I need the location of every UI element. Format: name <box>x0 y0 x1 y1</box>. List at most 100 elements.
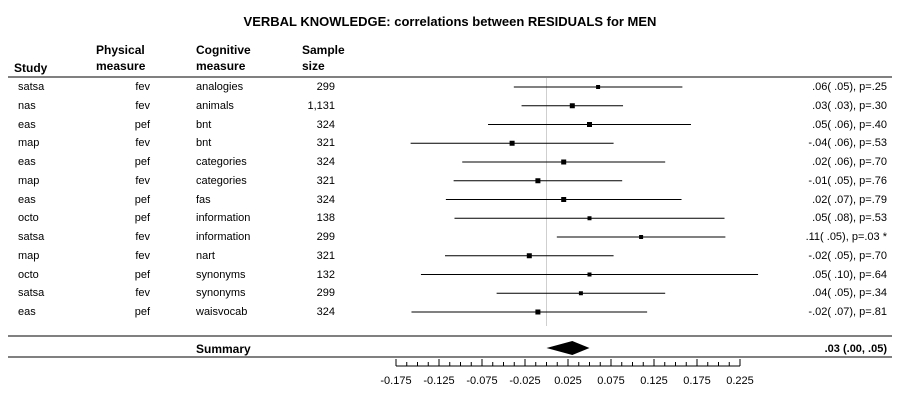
header-sample-line-1: Sample <box>302 43 345 57</box>
point-estimate <box>561 197 567 202</box>
estimate-cell: .06( .05), p=.25 <box>812 81 887 93</box>
x-tick-label: 0.175 <box>683 375 711 387</box>
estimate-cell: .11( .05), p=.03 * <box>805 231 887 243</box>
cognitive-cell: synonyms <box>196 268 246 281</box>
cognitive-cell: waisvocab <box>196 306 248 318</box>
estimate-cell: -.02( .05), p=.70 <box>808 249 887 262</box>
header-physical: Physical measure <box>96 42 145 74</box>
summary-diamond <box>546 341 590 355</box>
study-cell: map <box>18 249 40 262</box>
header-study-line: Study <box>14 61 48 75</box>
physical-cell: fev <box>135 81 150 93</box>
sample-size-cell: 324 <box>316 306 335 318</box>
estimate-cell: .04( .05), p=.34 <box>812 287 887 300</box>
point-estimate <box>639 235 644 239</box>
x-tick-label: 0.025 <box>554 375 582 387</box>
study-cell: map <box>18 174 40 187</box>
estimate-cell: .03( .03), p=.30 <box>812 99 887 112</box>
study-cell: eas <box>18 118 36 131</box>
estimate-cell: .05( .08), p=.53 <box>812 212 887 225</box>
physical-cell: pef <box>134 306 150 318</box>
point-estimate <box>535 309 541 315</box>
cognitive-cell: bnt <box>196 137 212 150</box>
x-tick-label: -0.075 <box>466 375 497 387</box>
x-tick-label: 0.075 <box>597 375 625 387</box>
estimate-cell: .05( .10), p=.64 <box>812 268 887 281</box>
sample-size-cell: 299 <box>316 81 335 93</box>
study-cell: map <box>18 137 40 150</box>
summary-stat: .03 (.00, .05) <box>824 343 887 355</box>
summary-label: Summary <box>196 342 251 356</box>
cognitive-cell: synonyms <box>196 287 246 300</box>
sample-size-cell: 324 <box>316 156 335 168</box>
x-tick-label: -0.175 <box>380 375 411 387</box>
study-cell: satsa <box>18 81 45 93</box>
study-cell: eas <box>18 306 36 318</box>
study-cell: eas <box>18 193 36 206</box>
header-cognitive-line-2: measure <box>196 59 246 73</box>
estimate-cell: .02( .06), p=.70 <box>812 156 887 168</box>
sample-size-cell: 299 <box>316 231 335 243</box>
physical-cell: fev <box>135 249 150 262</box>
estimate-cell: -.01( .05), p=.76 <box>808 174 887 187</box>
x-tick-label: -0.025 <box>509 375 540 387</box>
cognitive-cell: fas <box>196 193 211 206</box>
estimate-cell: .02( .07), p=.79 <box>812 193 887 206</box>
sample-size-cell: 324 <box>316 193 335 206</box>
sample-size-cell: 1,131 <box>307 99 335 112</box>
cognitive-cell: information <box>196 231 251 243</box>
estimate-cell: -.02( .07), p=.81 <box>808 306 887 318</box>
sample-size-cell: 138 <box>316 212 335 225</box>
point-estimate <box>587 272 592 277</box>
estimate-cell: -.04( .06), p=.53 <box>808 137 887 150</box>
x-tick-label: 0.125 <box>640 375 668 387</box>
study-cell: nas <box>18 99 36 112</box>
study-cell: octo <box>18 212 39 225</box>
estimate-cell: .05( .06), p=.40 <box>812 118 887 131</box>
header-physical-line-1: Physical <box>96 43 145 57</box>
physical-cell: fev <box>135 231 150 243</box>
physical-cell: fev <box>135 137 150 150</box>
study-cell: eas <box>18 156 36 168</box>
point-estimate <box>587 122 592 127</box>
sample-size-cell: 321 <box>316 137 335 150</box>
header-study: Study <box>14 60 47 76</box>
cognitive-cell: categories <box>196 174 247 187</box>
physical-cell: pef <box>134 118 150 131</box>
physical-cell: fev <box>135 287 150 300</box>
physical-cell: pef <box>134 193 150 206</box>
cognitive-cell: categories <box>196 156 247 168</box>
physical-cell: fev <box>135 174 150 187</box>
study-cell: octo <box>18 268 39 281</box>
cognitive-cell: analogies <box>196 81 244 93</box>
study-cell: satsa <box>18 287 45 300</box>
sample-size-cell: 324 <box>316 118 335 131</box>
point-estimate <box>569 103 575 109</box>
point-estimate <box>509 140 515 146</box>
point-estimate <box>535 178 541 184</box>
header-sample-line-2: size <box>302 59 325 73</box>
cognitive-cell: bnt <box>196 118 212 131</box>
chart-title: VERBAL KNOWLEDGE: correlations between R… <box>243 14 657 29</box>
cognitive-cell: animals <box>196 99 234 112</box>
cognitive-cell: information <box>196 212 251 225</box>
sample-size-cell: 321 <box>316 249 335 262</box>
x-tick-label: 0.225 <box>726 375 754 387</box>
sample-size-cell: 299 <box>316 287 335 300</box>
point-estimate <box>526 253 532 259</box>
point-estimate <box>596 85 601 89</box>
header-sample-size: Sample size <box>302 42 345 74</box>
point-estimate <box>587 216 592 221</box>
x-tick-label: -0.125 <box>423 375 454 387</box>
physical-cell: pef <box>134 268 150 281</box>
sample-size-cell: 132 <box>316 268 335 281</box>
physical-cell: fev <box>135 99 150 112</box>
header-physical-line-2: measure <box>96 59 146 73</box>
point-estimate <box>578 291 583 296</box>
cognitive-cell: nart <box>196 249 215 262</box>
point-estimate <box>561 159 567 165</box>
physical-cell: pef <box>134 156 150 168</box>
study-cell: satsa <box>18 231 45 243</box>
sample-size-cell: 321 <box>316 174 335 187</box>
